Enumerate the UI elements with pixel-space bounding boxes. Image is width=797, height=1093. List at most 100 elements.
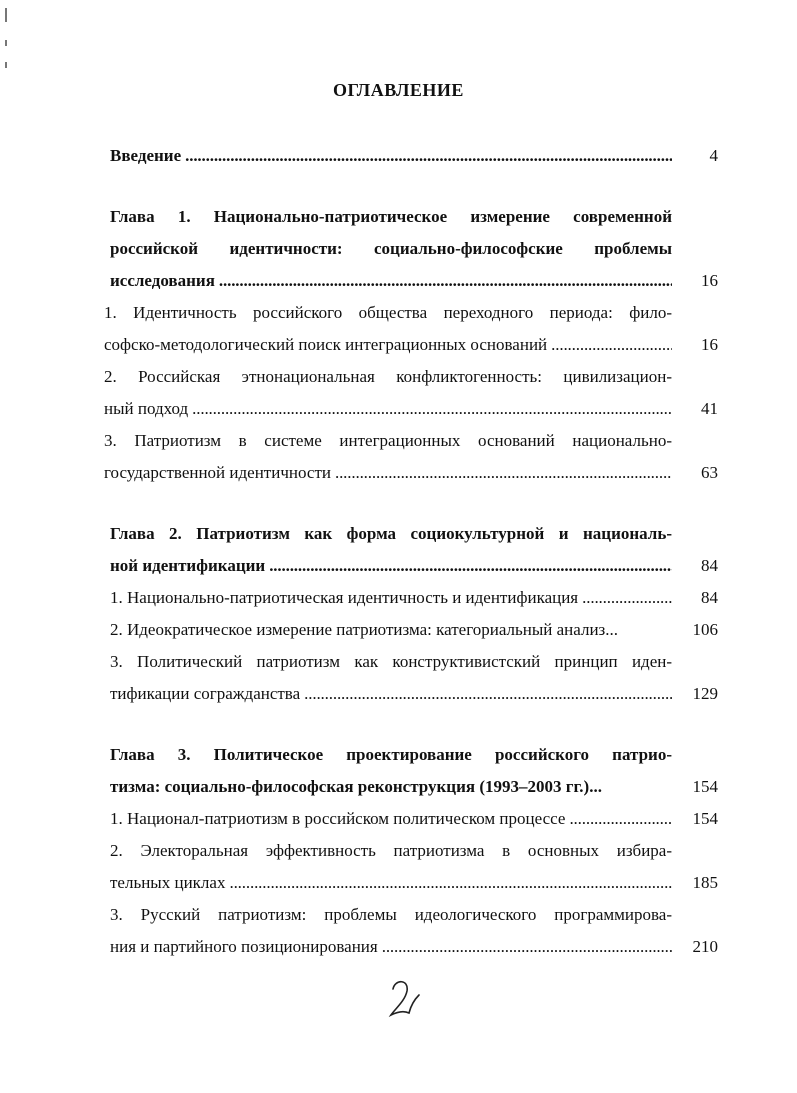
- toc-page-number: 84: [701, 556, 718, 575]
- toc-entry-label: 1. Национал-патриотизм в российском поли…: [110, 809, 566, 828]
- toc-entry-text: 1. Национально-патриотическая идентичнос…: [110, 582, 672, 614]
- toc-entry-text: исследования: [110, 265, 672, 297]
- toc-line: 1. Национально-патриотическая идентичнос…: [0, 582, 797, 614]
- toc-section-entry[interactable]: 3. Политический патриотизм как конструкт…: [0, 646, 797, 710]
- toc-entry-text: ния и партийного позиционирования: [110, 931, 672, 963]
- toc-title: ОГЛАВЛЕНИЕ: [333, 80, 464, 100]
- dot-leader: [265, 550, 672, 582]
- toc-entry-label: тизма: социально-философская реконструкц…: [110, 777, 602, 796]
- toc-entry-text: Глава 2. Патриотизм как форма социокульт…: [110, 524, 672, 543]
- toc-section-entry[interactable]: 3. Русский патриотизм: проблемы идеологи…: [0, 899, 797, 963]
- dot-leader: [565, 803, 672, 835]
- spacer: [0, 172, 797, 201]
- toc-line: ния и партийного позиционирования 210: [0, 931, 797, 963]
- dot-leader: [378, 931, 672, 963]
- toc-entry-text: Глава 1. Национально-патриотическое изме…: [110, 207, 672, 226]
- toc-line: Глава 3. Политическое проектирование рос…: [0, 739, 797, 771]
- toc-section-entry[interactable]: 3. Патриотизм в системе интеграционных о…: [0, 425, 797, 489]
- dot-leader: [181, 140, 672, 172]
- toc-page-number: 63: [701, 463, 718, 482]
- toc-entry-text: 3. Политический патриотизм как конструкт…: [110, 652, 672, 671]
- toc-entry-label: софско-методологический поиск интеграцио…: [104, 335, 548, 354]
- scan-artifact: [5, 8, 7, 22]
- toc-section-entry[interactable]: 1. Национально-патриотическая идентичнос…: [0, 582, 797, 614]
- dot-leader: [578, 582, 672, 614]
- toc-entry-text: 3. Русский патриотизм: проблемы идеологи…: [110, 905, 672, 924]
- toc-page-number: 210: [692, 937, 719, 956]
- toc-page-number: 4: [709, 146, 719, 165]
- toc-entry-text: государственной идентичности: [104, 457, 672, 489]
- dot-leader: [188, 393, 672, 425]
- toc-entry-label: 1. Национально-патриотическая идентичнос…: [110, 588, 579, 607]
- toc-entry-text: 2. Российская этнонациональная конфликто…: [104, 367, 672, 386]
- toc-chapter-entry[interactable]: Глава 2. Патриотизм как форма социокульт…: [0, 518, 797, 582]
- toc-line: Глава 1. Национально-патриотическое изме…: [0, 201, 797, 233]
- dot-leader: [225, 867, 672, 899]
- toc-line: 2. Электоральная эффективность патриотиз…: [0, 835, 797, 867]
- toc-entry-label: 2. Идеократическое измерение патриотизма…: [110, 620, 619, 639]
- table-of-contents: Введение 4 Глава 1. Национально-патриотиче…: [0, 140, 797, 963]
- toc-line: 3. Патриотизм в системе интеграционных о…: [0, 425, 797, 457]
- toc-line: тификации согражданства 129: [0, 678, 797, 710]
- toc-entry-text: тификации согражданства: [110, 678, 672, 710]
- handwritten-page-number: [388, 980, 420, 1018]
- toc-line: ной идентификации 84: [0, 550, 797, 582]
- spacer: [0, 710, 797, 739]
- toc-entry-text: Введение: [110, 140, 672, 172]
- toc-section-entry[interactable]: 1. Национал-патриотизм в российском поли…: [0, 803, 797, 835]
- toc-entry-text: 2. Электоральная эффективность патриотиз…: [110, 841, 672, 860]
- toc-chapter-entry[interactable]: Глава 3. Политическое проектирование рос…: [0, 739, 797, 803]
- toc-entry-label: тификации согражданства: [110, 684, 301, 703]
- toc-entry-text: российской идентичности: социально-филос…: [110, 239, 672, 258]
- toc-line: 1. Национал-патриотизм в российском поли…: [0, 803, 797, 835]
- toc-page-number: 154: [692, 777, 719, 796]
- toc-section-entry[interactable]: 2. Идеократическое измерение патриотизма…: [0, 614, 797, 646]
- toc-line: 2. Идеократическое измерение патриотизма…: [0, 614, 797, 646]
- toc-entry-text: Глава 3. Политическое проектирование рос…: [110, 745, 672, 764]
- toc-page-number: 16: [701, 335, 718, 354]
- toc-entry-label: ной идентификации: [110, 556, 266, 575]
- toc-line: российской идентичности: социально-филос…: [0, 233, 797, 265]
- toc-entry-label: исследования: [110, 271, 215, 290]
- toc-page-number: 106: [692, 620, 719, 639]
- toc-entry-text: ной идентификации: [110, 550, 672, 582]
- toc-section-entry[interactable]: 2. Российская этнонациональная конфликто…: [0, 361, 797, 425]
- spacer: [0, 489, 797, 518]
- toc-entry-label: тельных циклах: [110, 873, 226, 892]
- toc-page-number: 41: [701, 399, 718, 418]
- toc-page-number: 129: [692, 684, 719, 703]
- toc-line: Введение 4: [0, 140, 797, 172]
- toc-entry-label: Введение: [110, 146, 182, 165]
- toc-entry-label: ный подход: [104, 399, 189, 418]
- toc-entry-text: 2. Идеократическое измерение патриотизма…: [110, 614, 672, 646]
- toc-line: 2. Российская этнонациональная конфликто…: [0, 361, 797, 393]
- toc-section-entry[interactable]: 2. Электоральная эффективность патриотиз…: [0, 835, 797, 899]
- dot-leader: [215, 265, 672, 297]
- toc-entry-text: софско-методологический поиск интеграцио…: [104, 329, 672, 361]
- toc-page-number: 154: [692, 809, 719, 828]
- toc-line: исследования 16: [0, 265, 797, 297]
- toc-entry-text: тельных циклах: [110, 867, 672, 899]
- toc-page-number: 185: [692, 873, 719, 892]
- toc-page-number: 84: [701, 588, 718, 607]
- dot-leader: [331, 457, 672, 489]
- toc-entry-text: ный подход: [104, 393, 672, 425]
- toc-chapter-entry[interactable]: Введение 4: [0, 140, 797, 172]
- toc-chapter-entry[interactable]: Глава 1. Национально-патриотическое изме…: [0, 201, 797, 297]
- toc-line: Глава 2. Патриотизм как форма социокульт…: [0, 518, 797, 550]
- toc-section-entry[interactable]: 1. Идентичность российского общества пер…: [0, 297, 797, 361]
- toc-line: государственной идентичности 63: [0, 457, 797, 489]
- dot-leader: [547, 329, 672, 361]
- toc-entry-text: 1. Национал-патриотизм в российском поли…: [110, 803, 672, 835]
- toc-entry-text: 1. Идентичность российского общества пер…: [104, 303, 672, 322]
- toc-line: ный подход 41: [0, 393, 797, 425]
- toc-entry-text: 3. Патриотизм в системе интеграционных о…: [104, 431, 672, 450]
- toc-line: софско-методологический поиск интеграцио…: [0, 329, 797, 361]
- toc-line: 3. Политический патриотизм как конструкт…: [0, 646, 797, 678]
- toc-line: тизма: социально-философская реконструкц…: [0, 771, 797, 803]
- dot-leader: [300, 678, 672, 710]
- toc-entry-label: ния и партийного позиционирования: [110, 937, 378, 956]
- toc-line: тельных циклах 185: [0, 867, 797, 899]
- toc-entry-text: тизма: социально-философская реконструкц…: [110, 771, 672, 803]
- toc-line: 1. Идентичность российского общества пер…: [0, 297, 797, 329]
